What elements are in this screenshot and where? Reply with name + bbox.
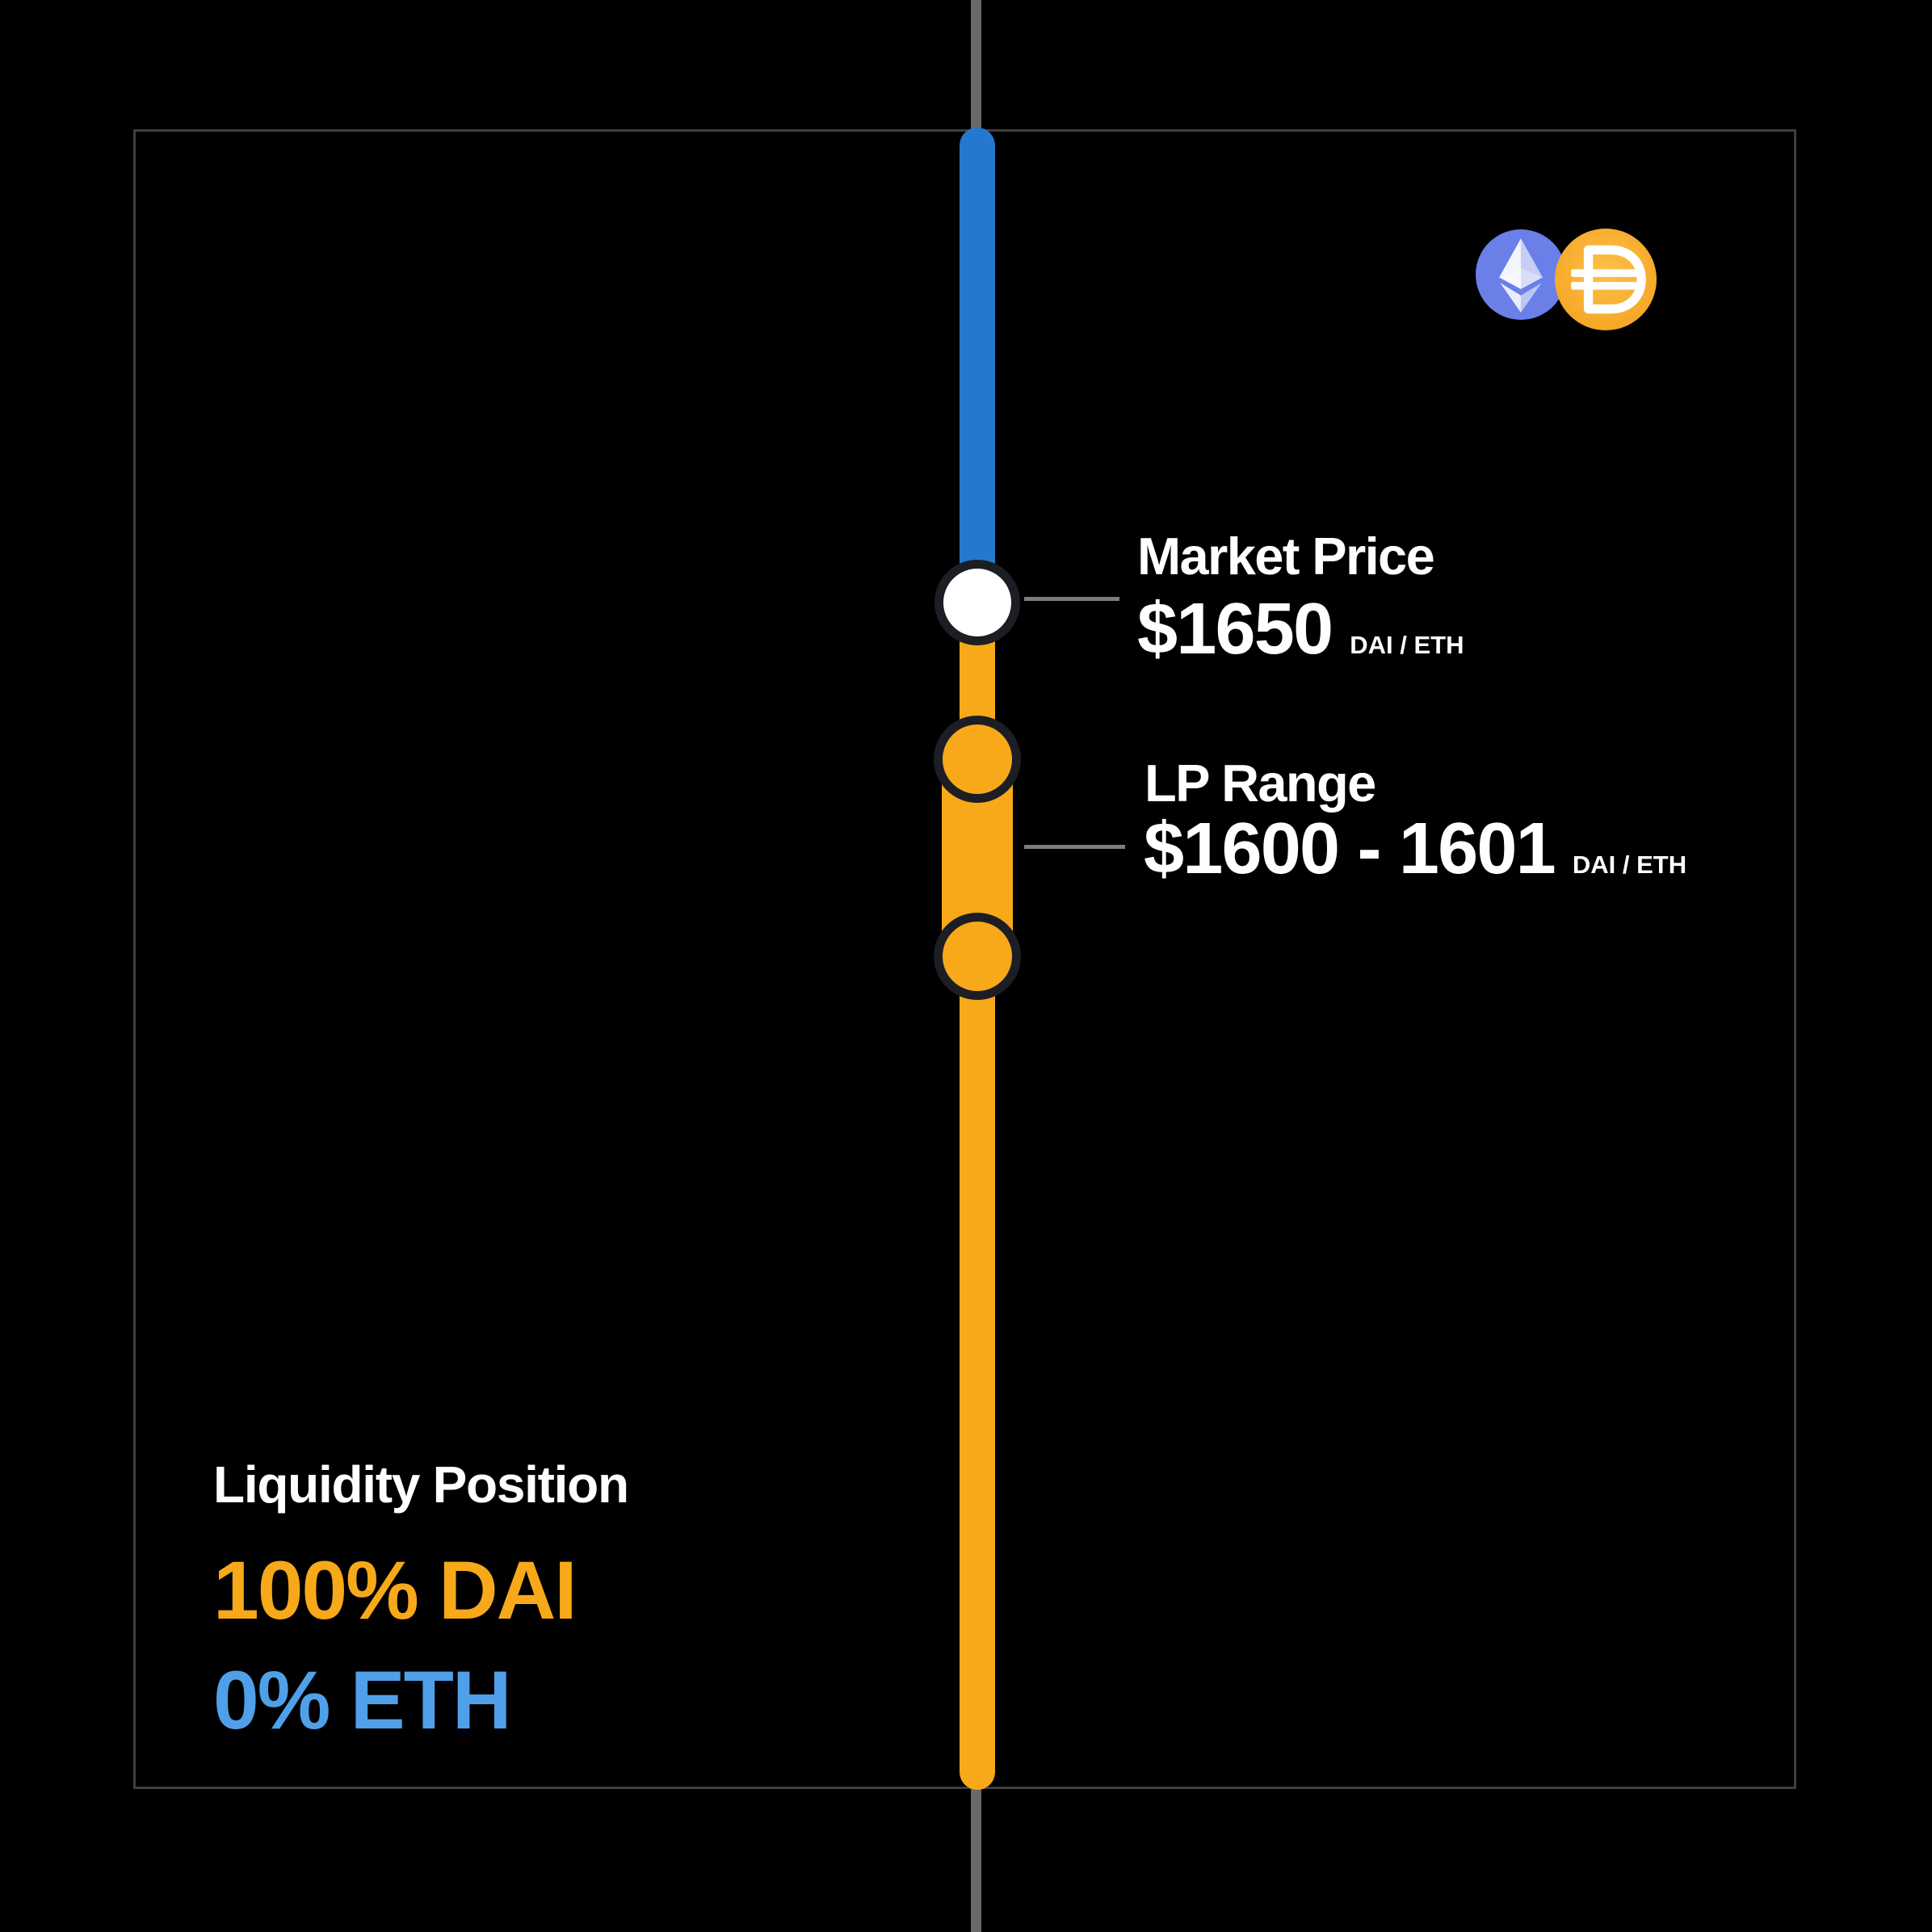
- ethereum-logo-glyph: [1499, 238, 1543, 313]
- market-price-row: $1650 DAI / ETH: [1137, 593, 1464, 666]
- liquidity-position-title: Liquidity Position: [213, 1455, 629, 1514]
- market-price-unit: DAI / ETH: [1350, 631, 1464, 659]
- dai-logo-glyph: [1571, 245, 1646, 314]
- liquidity-position-dai-percent: 100% DAI: [213, 1544, 578, 1636]
- eth-price-segment: [960, 128, 995, 604]
- liquidity-position-eth-percent: 0% ETH: [213, 1654, 512, 1746]
- lp-range-value: $1600 - 1601: [1144, 808, 1556, 889]
- market-price-label: Market Price: [1137, 527, 1435, 586]
- lp-range-upper-bound-marker: [934, 716, 1021, 803]
- ethereum-coin-icon: [1476, 229, 1566, 320]
- chart-frame: [133, 129, 1796, 1789]
- lp-range-unit: DAI / ETH: [1572, 850, 1687, 879]
- market-price-marker: [934, 560, 1020, 645]
- lp-range-label: LP Range: [1144, 754, 1376, 813]
- market-price-connector-line: [1024, 597, 1119, 601]
- lp-range-connector-line: [1024, 845, 1125, 849]
- market-price-value: $1650: [1137, 589, 1334, 670]
- lp-range-row: $1600 - 1601 DAI / ETH: [1144, 813, 1686, 885]
- lp-range-lower-bound-marker: [934, 913, 1021, 1000]
- dai-coin-icon: [1555, 229, 1657, 330]
